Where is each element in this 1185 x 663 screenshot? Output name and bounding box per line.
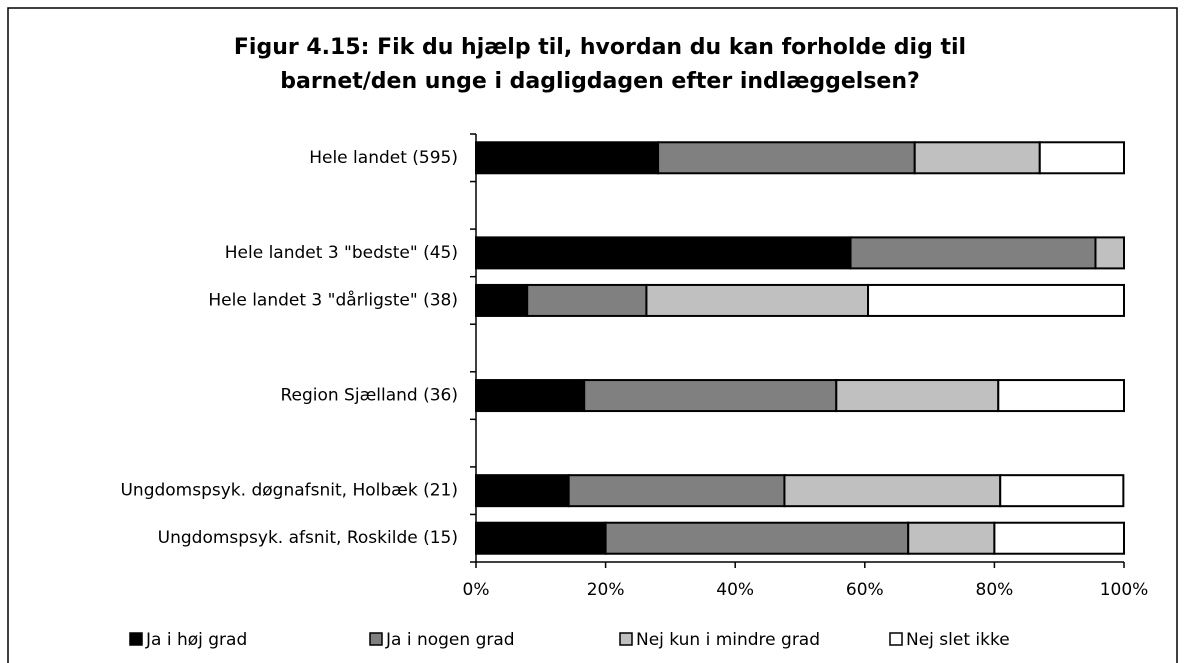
bar-segment [783, 474, 1002, 508]
bar-segment [604, 521, 910, 555]
x-tick-label: 100% [1100, 580, 1149, 600]
bar-segment [475, 236, 852, 270]
bar-segment [993, 521, 1126, 555]
legend-swatch [619, 632, 633, 646]
bar-segment [913, 141, 1041, 175]
x-tick-label: 0% [463, 580, 490, 600]
y-tick-label: Ungdomspsyk. døgnafsnit, Holbæk (21) [120, 481, 458, 501]
x-tick-label: 60% [846, 580, 884, 600]
legend-swatch [889, 632, 903, 646]
legend-label: Ja i nogen grad [385, 630, 515, 650]
x-tick-label: 20% [587, 580, 625, 600]
y-tick-label: Hele landet 3 "bedste" (45) [225, 243, 458, 263]
legend-swatch [369, 632, 383, 646]
bar-segment [475, 141, 660, 175]
bar-segment [907, 521, 996, 555]
bar-segment [567, 474, 786, 508]
x-tick-label: 80% [976, 580, 1014, 600]
chart-title: barnet/den unge i dagligdagen efter indl… [280, 69, 920, 94]
bar-segment [475, 283, 529, 317]
bar-segment [999, 474, 1125, 508]
bar-segment [475, 379, 586, 413]
bar-segment [867, 283, 1125, 317]
x-tick-label: 40% [716, 580, 754, 600]
bar-segment [1038, 141, 1126, 175]
bar-segment [475, 521, 607, 555]
chart-frame [7, 7, 1178, 663]
chart-title: Figur 4.15: Fik du hjælp til, hvordan du… [234, 35, 966, 60]
bar-segment [526, 283, 648, 317]
y-tick-label: Region Sjælland (36) [280, 386, 458, 406]
y-tick-label: Ungdomspsyk. afsnit, Roskilde (15) [158, 528, 458, 548]
bar-segment [835, 379, 1000, 413]
legend-label: Nej slet ikke [906, 630, 1010, 650]
legend-label: Ja i høj grad [145, 630, 247, 650]
bar-segment [657, 141, 916, 175]
bar-segment [645, 283, 870, 317]
bar-segment [997, 379, 1126, 413]
legend-label: Nej kun i mindre grad [636, 630, 820, 650]
bar-segment [583, 379, 838, 413]
y-tick-label: Hele landet (595) [309, 148, 458, 168]
bar-segment [475, 474, 570, 508]
bar-segment [849, 236, 1097, 270]
legend-swatch [129, 632, 143, 646]
bar-segment [1094, 236, 1126, 270]
y-tick-label: Hele landet 3 "dårligste" (38) [208, 289, 458, 310]
